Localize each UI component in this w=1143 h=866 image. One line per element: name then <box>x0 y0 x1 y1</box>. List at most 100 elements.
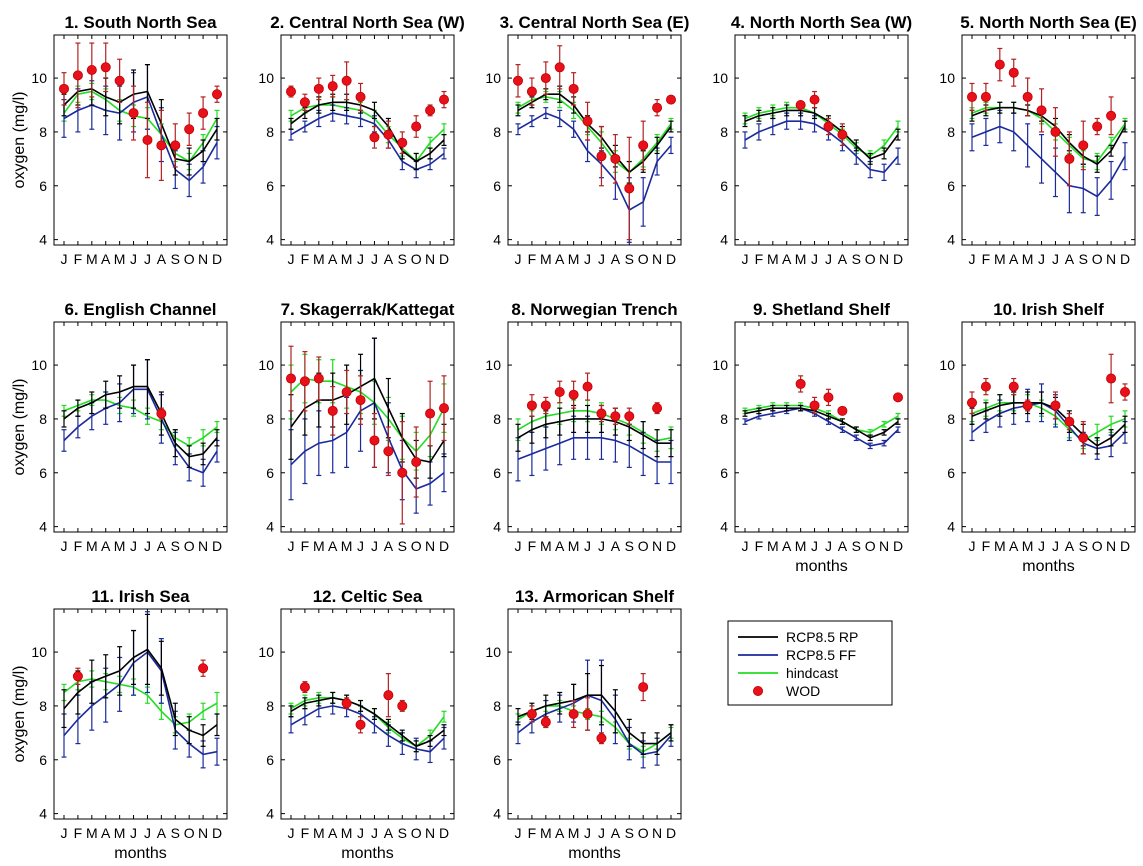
x-tick-label: D <box>439 825 449 841</box>
y-tick-label: 10 <box>258 70 274 86</box>
x-tick-label: J <box>144 251 151 267</box>
series-wod <box>967 353 1131 455</box>
x-tick-label: D <box>666 538 676 554</box>
y-tick-label: 8 <box>39 698 47 714</box>
legend-label: RCP8.5 FF <box>786 647 856 663</box>
x-axis-label: months <box>568 845 620 862</box>
series-rcp8-5-ff <box>969 383 1128 460</box>
x-tick-label: O <box>638 825 649 841</box>
wod-point <box>513 75 524 86</box>
series-line <box>971 401 1126 442</box>
panel-title: 8. Norwegian Trench <box>511 300 677 319</box>
y-tick-label: 6 <box>266 465 274 481</box>
x-tick-label: J <box>61 251 68 267</box>
x-tick-label: M <box>540 251 552 267</box>
x-tick-label: A <box>838 538 848 554</box>
series-rcp8-5-ff <box>288 104 447 179</box>
x-tick-label: N <box>1106 538 1116 554</box>
x-tick-label: M <box>540 538 552 554</box>
x-tick-label: M <box>994 251 1006 267</box>
series-line <box>517 93 672 174</box>
y-tick-label: 4 <box>493 806 501 822</box>
y-tick-label: 10 <box>31 357 47 373</box>
x-tick-label: A <box>328 251 338 267</box>
wod-point <box>313 373 324 384</box>
x-tick-label: O <box>638 538 649 554</box>
series-hindcast <box>742 402 901 436</box>
series-hindcast <box>742 101 901 163</box>
x-tick-label: M <box>341 825 353 841</box>
y-tick-label: 4 <box>39 806 47 822</box>
x-tick-label: N <box>1106 251 1116 267</box>
x-tick-label: A <box>1009 251 1019 267</box>
series-line <box>744 120 899 174</box>
wod-point <box>425 105 436 116</box>
x-tick-label: A <box>1009 538 1019 554</box>
series-rcp8-5-ff <box>969 109 1128 216</box>
y-tick-label: 10 <box>258 357 274 373</box>
x-tick-label: M <box>795 251 807 267</box>
y-tick-label: 10 <box>485 644 501 660</box>
series-line <box>63 87 218 163</box>
wod-point <box>128 108 139 119</box>
x-tick-label: D <box>893 538 903 554</box>
x-tick-label: J <box>584 825 591 841</box>
series-line <box>290 104 445 163</box>
y-tick-label: 4 <box>39 519 47 535</box>
x-tick-label: A <box>555 538 565 554</box>
series-rcp8-5-ff <box>742 404 901 450</box>
series-line <box>63 95 218 182</box>
y-tick-label: 6 <box>720 465 728 481</box>
x-tick-label: S <box>398 251 407 267</box>
x-tick-label: N <box>198 538 208 554</box>
series-rcp8-5-rp <box>61 64 220 176</box>
y-axis-label: oxygen (mg/l) <box>11 666 28 763</box>
wod-point <box>411 121 422 132</box>
legend: RCP8.5 RP RCP8.5 FF hindcast WOD <box>727 620 893 706</box>
x-tick-label: M <box>767 251 779 267</box>
wod-point <box>299 376 310 387</box>
x-tick-label: J <box>288 251 295 267</box>
wod-point <box>355 719 366 730</box>
x-tick-label: M <box>86 825 98 841</box>
wod-point <box>198 663 209 674</box>
wod-point <box>425 408 436 419</box>
wod-point <box>980 91 991 102</box>
x-tick-label: N <box>652 251 662 267</box>
x-tick-label: N <box>652 538 662 554</box>
series-hindcast <box>61 670 220 734</box>
x-tick-label: M <box>568 538 580 554</box>
x-tick-label: J <box>584 251 591 267</box>
wod-point <box>893 392 904 403</box>
series-wod <box>795 90 848 146</box>
wod-point <box>596 733 607 744</box>
y-axis-label: oxygen (mg/l) <box>11 379 28 476</box>
x-tick-label: N <box>879 538 889 554</box>
x-tick-label: J <box>969 251 976 267</box>
x-tick-label: A <box>384 825 394 841</box>
x-tick-label: J <box>1038 538 1045 554</box>
x-tick-label: N <box>425 251 435 267</box>
x-tick-label: J <box>61 538 68 554</box>
x-tick-label: J <box>969 538 976 554</box>
x-tick-label: J <box>742 538 749 554</box>
wod-point <box>198 108 209 119</box>
series-line <box>517 705 672 753</box>
series-rcp8-5-rp <box>61 359 220 468</box>
wod-point <box>526 709 537 720</box>
x-axis-label: months <box>341 845 393 862</box>
wod-point <box>285 86 296 97</box>
x-tick-label: J <box>742 251 749 267</box>
wod-point <box>397 137 408 148</box>
y-tick-label: 4 <box>493 232 501 248</box>
axes-box <box>280 608 455 820</box>
wod-point <box>994 59 1005 70</box>
x-axis-label: months <box>1022 558 1074 575</box>
legend-label: hindcast <box>786 665 838 681</box>
wod-point <box>554 386 565 397</box>
x-tick-label: N <box>198 825 208 841</box>
